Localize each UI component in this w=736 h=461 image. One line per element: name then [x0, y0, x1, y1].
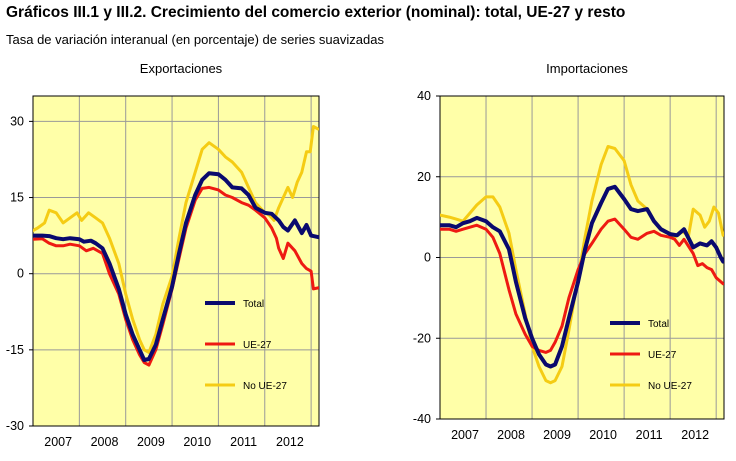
chart-2-title: Importaciones	[546, 61, 628, 76]
chart-2-legend-label-no_ue27: No UE-27	[648, 381, 692, 392]
chart-1-series-no_ue27	[33, 125, 319, 354]
chart-1: 30 15 0 -15 -30 2007 2008 2009 2010 2011 2012 Expor…	[6, 61, 320, 449]
chart-1-xtick-label: 2009	[137, 435, 165, 449]
chart-1-xtick-label: 2008	[91, 435, 119, 449]
chart-2-series-ue27	[440, 217, 724, 354]
chart-1-legend: Total UE-27 No UE-27	[205, 299, 287, 392]
chart-2-series-total	[440, 184, 724, 369]
chart-1-plot-border	[32, 95, 320, 427]
chart-2-ytick-label: -40	[413, 412, 431, 426]
chart-1-series-total	[33, 171, 319, 362]
chart-2-xtick-label: 2009	[543, 428, 571, 442]
chart-2-legend-label-total: Total	[648, 319, 669, 330]
chart-2-xtick-label: 2010	[589, 428, 617, 442]
chart-1-legend-label-ue27: UE-27	[243, 340, 272, 351]
chart-2-xtick-label: 2008	[497, 428, 525, 442]
chart-2-ytick-label: 20	[417, 170, 431, 184]
page-subtitle: Tasa de variación interanual (en porcent…	[6, 32, 384, 47]
chart-1-xtick-label: 2011	[230, 435, 257, 449]
chart-1-xtick-label: 2007	[44, 435, 72, 449]
chart-1-xtick-label: 2012	[276, 435, 304, 449]
page-title: Gráficos III.1 y III.2. Crecimiento del …	[6, 4, 626, 21]
chart-1-ytick-label: -30	[6, 419, 24, 433]
chart-2-ytick-label: 0	[424, 251, 431, 265]
chart-1-ytick-label: 0	[17, 267, 24, 281]
chart-2-xtick-label: 2007	[451, 428, 479, 442]
chart-1-xtick-label: 2010	[183, 435, 211, 449]
chart-1-legend-label-total: Total	[243, 299, 264, 310]
chart-2: 40 20 0 -20 -40 2007 2008 2009 2010 2011 2012 Impor…	[413, 61, 725, 442]
chart-2-ytick-label: 40	[417, 89, 431, 103]
chart-1-legend-label-no_ue27: No UE-27	[243, 381, 287, 392]
chart-2-series-no_ue27	[440, 145, 724, 385]
chart-1-ytick-label: 15	[10, 191, 24, 205]
chart-2-ytick-label: -20	[413, 331, 431, 345]
chart-2-legend-label-ue27: UE-27	[648, 350, 677, 361]
chart-2-legend: Total UE-27 No UE-27	[610, 319, 692, 392]
chart-2-xtick-label: 2011	[636, 428, 663, 442]
chart-1-ytick-label: 30	[10, 114, 24, 128]
chart-1-ytick-label: -15	[6, 343, 24, 357]
chart-2-xtick-label: 2012	[681, 428, 709, 442]
chart-1-title: Exportaciones	[140, 61, 223, 76]
